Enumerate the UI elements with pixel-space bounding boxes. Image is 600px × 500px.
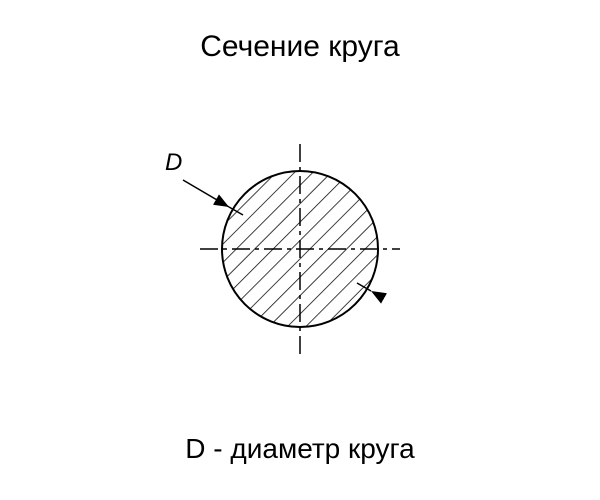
diameter-label: D [165, 149, 182, 177]
diagram-title: Сечение круга [200, 30, 399, 64]
circle-cross-section-diagram [125, 84, 475, 384]
diagram-legend: D - диаметр круга [185, 433, 414, 465]
diagram-container: D [125, 84, 475, 384]
diameter-line-extension [183, 180, 229, 207]
